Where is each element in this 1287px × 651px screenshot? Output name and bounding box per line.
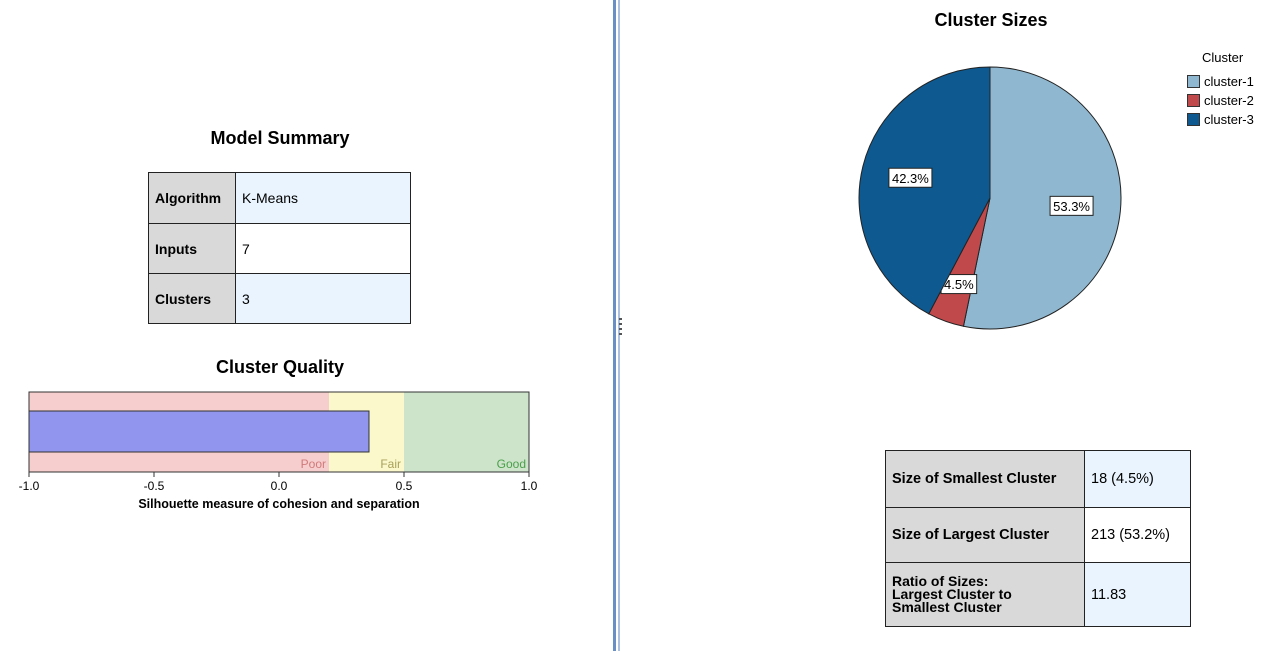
tick-label: 1.0: [521, 479, 538, 493]
zone-label: Good: [497, 457, 526, 471]
table-row: Algorithm K-Means: [148, 172, 411, 224]
table-row: Size of Largest Cluster 213 (53.2%): [885, 507, 1191, 563]
legend-swatch: [1187, 94, 1200, 107]
tick-label: 0.0: [271, 479, 288, 493]
tick-label: -0.5: [144, 479, 165, 493]
size-value: 18 (4.5%): [1084, 450, 1191, 508]
data-label-box: [888, 167, 933, 188]
tick-label: -1.0: [19, 479, 40, 493]
size-value: 11.83: [1084, 562, 1191, 627]
right-pane: Cluster Sizes 53.3% 4.5% 42.3% Cluster clu…: [626, 0, 1287, 651]
pane-splitter[interactable]: [613, 0, 623, 651]
splitter-grip-icon[interactable]: [619, 318, 622, 336]
legend-swatch: [1187, 75, 1200, 88]
pie-data-label: 42.3%: [888, 167, 933, 188]
table-row: Clusters 3: [148, 273, 411, 324]
cluster-quality-chart: Poor Fair Good -1.0 -0.5 0.0 0.5 1.0 Silhouette …: [19, 391, 538, 511]
data-label-text: 4.5%: [944, 277, 974, 292]
zone-label: Poor: [301, 457, 326, 471]
pie-slice-cluster-1: [962, 66, 1122, 330]
legend-title: Cluster: [1202, 50, 1244, 65]
size-key: Size of Largest Cluster: [885, 507, 1085, 563]
cluster-size-table: Size of Smallest Cluster 18 (4.5%) Size …: [885, 450, 1191, 627]
size-value: 213 (53.2%): [1084, 507, 1191, 563]
legend-label: cluster-3: [1204, 112, 1254, 127]
table-row: Ratio of Sizes: Largest Cluster to Small…: [885, 562, 1191, 627]
pie-slice-cluster-3: [858, 66, 991, 315]
data-label-text: 53.3%: [1053, 199, 1090, 214]
legend-item: cluster-2: [1187, 91, 1254, 110]
size-key: Size of Smallest Cluster: [885, 450, 1085, 508]
cluster-sizes-title: Cluster Sizes: [934, 10, 1048, 30]
table-row: Size of Smallest Cluster 18 (4.5%): [885, 450, 1191, 508]
legend-label: cluster-1: [1204, 74, 1254, 89]
zone-good: [404, 392, 529, 472]
legend-swatch: [1187, 113, 1200, 126]
summary-value: K-Means: [235, 172, 411, 224]
model-summary-table: Algorithm K-Means Inputs 7 Clusters 3: [148, 172, 411, 324]
size-key: Ratio of Sizes: Largest Cluster to Small…: [885, 562, 1085, 627]
cluster-sizes-pie-chart: 53.3% 4.5% 42.3%: [858, 66, 1122, 330]
x-axis-label: Silhouette measure of cohesion and separ…: [138, 497, 419, 511]
summary-value: 7: [235, 223, 411, 274]
tick-label: 0.5: [396, 479, 413, 493]
summary-key: Algorithm: [148, 172, 236, 224]
cluster-quality-title: Cluster Quality: [215, 357, 345, 377]
model-summary-title: Model Summary: [210, 128, 350, 148]
left-pane: Model Summary Algorithm K-Means Inputs 7…: [0, 0, 612, 651]
legend-item: cluster-1: [1187, 72, 1254, 91]
pie-data-label: 53.3%: [1049, 195, 1094, 216]
zone-label: Fair: [380, 457, 401, 471]
summary-value: 3: [235, 273, 411, 324]
legend-label: cluster-2: [1204, 93, 1254, 108]
data-label-text: 42.3%: [892, 171, 929, 186]
pie-legend: Cluster cluster-1 cluster-2 cluster-3: [1187, 50, 1254, 129]
data-label-box: [1049, 195, 1094, 216]
pie-data-label: 4.5%: [940, 274, 978, 295]
summary-key: Clusters: [148, 273, 236, 324]
legend-item: cluster-3: [1187, 110, 1254, 129]
summary-key: Inputs: [148, 223, 236, 274]
splitter-line: [613, 0, 616, 651]
table-row: Inputs 7: [148, 223, 411, 274]
silhouette-bar: [28, 410, 370, 453]
